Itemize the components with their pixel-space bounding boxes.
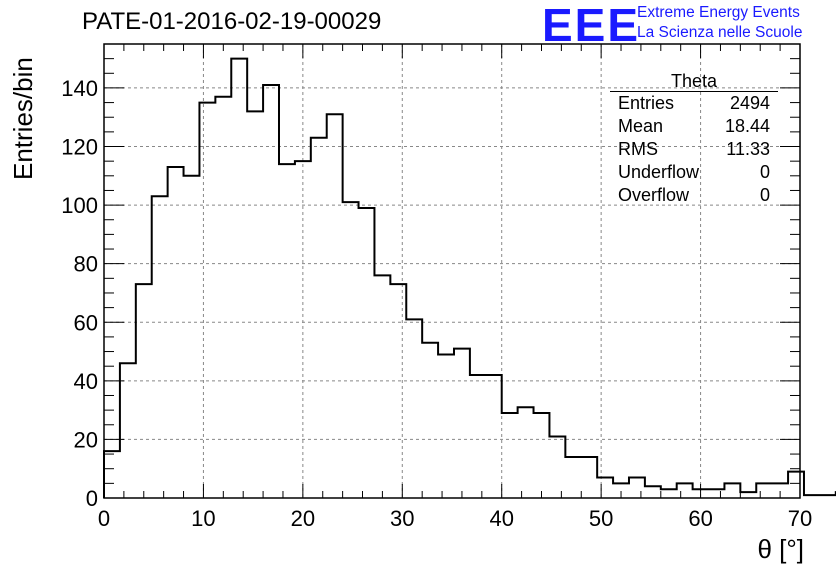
- stats-value: 0: [759, 162, 770, 182]
- x-tick-label: 50: [589, 506, 613, 531]
- chart-title: PATE-01-2016-02-19-00029: [82, 8, 382, 35]
- stats-value: 0: [759, 185, 770, 205]
- x-tick-label: 60: [688, 506, 712, 531]
- stats-value: 2494: [729, 93, 770, 113]
- stats-row: Entries 2494: [610, 92, 778, 115]
- x-tick-label: 10: [191, 506, 215, 531]
- y-tick-label: 0: [86, 486, 98, 511]
- y-tick-label: 20: [74, 427, 98, 452]
- stats-label: Mean: [618, 116, 664, 136]
- x-tick-label: 0: [98, 506, 110, 531]
- logo-line-2: La Scienza nelle Scuole: [637, 24, 803, 41]
- y-tick-labels: 0 20 40 60 80 100 120 140: [61, 76, 98, 511]
- grid-lines: [104, 44, 800, 498]
- y-tick-label: 40: [74, 369, 98, 394]
- stats-value: 18.44: [724, 116, 770, 136]
- x-tick-label: 30: [390, 506, 414, 531]
- stats-row: Mean 18.44: [610, 115, 778, 138]
- x-tick-label: 20: [291, 506, 315, 531]
- stats-title: Theta: [610, 71, 778, 92]
- x-tick-label: 40: [489, 506, 513, 531]
- stats-box: Theta Entries 2494 Mean 18.44 RMS 11.33 Und…: [610, 71, 778, 207]
- logo-line-1: Extreme Energy Events: [637, 4, 800, 21]
- histogram-series: [103, 57, 836, 498]
- stats-row: Underflow 0: [610, 161, 778, 184]
- stats-row: Overflow 0: [610, 184, 778, 207]
- y-axis-label: Entries/bin: [8, 57, 38, 180]
- stats-label: Underflow: [618, 162, 700, 182]
- eee-logo: EEE: [542, 0, 641, 51]
- plot-frame: [103, 43, 801, 499]
- x-axis-label: θ [°]: [757, 534, 804, 564]
- stats-value: 11.33: [726, 139, 770, 159]
- x-tick-labels: 0 10 20 30 40 50 60 70: [98, 506, 812, 531]
- stats-row: RMS 11.33: [610, 138, 778, 161]
- y-tick-label: 120: [61, 135, 98, 160]
- stats-label: RMS: [618, 139, 658, 159]
- y-tick-label: 100: [61, 193, 98, 218]
- stats-label: Entries: [618, 93, 675, 113]
- stats-label: Overflow: [618, 185, 690, 205]
- y-tick-label: 140: [61, 76, 98, 101]
- x-tick-label: 70: [788, 506, 812, 531]
- y-tick-label: 60: [74, 310, 98, 335]
- y-tick-label: 80: [74, 252, 98, 277]
- axis-ticks: [103, 44, 801, 499]
